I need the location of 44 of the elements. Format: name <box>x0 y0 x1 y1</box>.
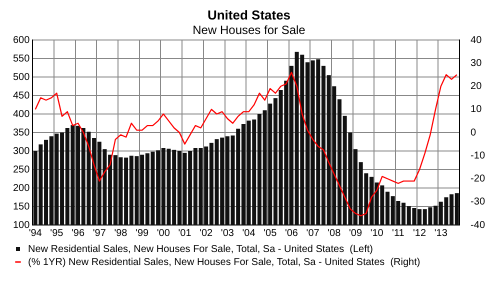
chart-title: United States <box>207 7 291 22</box>
x-tick-label: '06 <box>284 228 298 239</box>
y-tick-label: 350 <box>12 127 30 138</box>
x-tick-label: '10 <box>370 228 384 239</box>
x-tick-label: '99 <box>136 228 150 239</box>
chart-subtitle: New Houses for Sale <box>192 23 306 38</box>
x-tick-label: '00 <box>156 228 170 239</box>
x-tick-label: '94 <box>28 228 42 239</box>
y2-tick-label: 30 <box>470 58 482 69</box>
y2-tick-label: 0 <box>470 127 477 138</box>
x-tick-label: '12 <box>413 228 426 239</box>
y-tick-label: 200 <box>12 182 30 194</box>
y2-tick-label: 40 <box>470 34 482 46</box>
legend-label: (% 1YR) New Residential Sales, New Houses For Sale, Total, Sa - United States (Right) <box>28 256 420 268</box>
x-tick-label: '95 <box>50 228 64 239</box>
x-tick-label: '09 <box>348 228 362 239</box>
x-tick-label: '11 <box>392 228 405 239</box>
y-tick-label: 150 <box>12 201 30 212</box>
y-tick-label: 600 <box>12 34 30 46</box>
x-tick-label: '98 <box>114 228 128 239</box>
legend-label: New Residential Sales, New Houses For Sale, Total, Sa - United States (Left) <box>28 244 373 255</box>
y2-tick-label: -40 <box>470 220 486 231</box>
y-tick-label: 400 <box>12 108 30 120</box>
x-tick-label: '02 <box>200 228 214 239</box>
y2-tick-label: 10 <box>470 104 482 116</box>
y2-tick-label: -30 <box>470 196 486 208</box>
y-tick-label: 250 <box>12 164 30 176</box>
y2-tick-label: -10 <box>470 150 486 162</box>
y-tick-label: 550 <box>12 53 30 64</box>
x-tick-label: '13 <box>434 228 448 239</box>
y-tick-label: 450 <box>12 90 30 102</box>
x-tick-label: '08 <box>328 228 342 239</box>
y2-tick-label: -20 <box>470 174 486 184</box>
y2-tick-label: 20 <box>470 81 482 92</box>
y-tick-label: 300 <box>12 146 30 157</box>
x-tick-label: '96 <box>72 228 85 239</box>
x-tick-label: '07 <box>306 228 320 239</box>
x-tick-label: '97 <box>92 228 106 239</box>
x-tick-label: '05 <box>264 228 278 239</box>
y-tick-label: 100 <box>12 220 30 231</box>
y-tick-label: 500 <box>12 72 30 83</box>
x-tick-label: '03 <box>220 228 234 239</box>
x-tick-label: '01 <box>178 228 192 239</box>
x-tick-label: '04 <box>242 228 256 239</box>
